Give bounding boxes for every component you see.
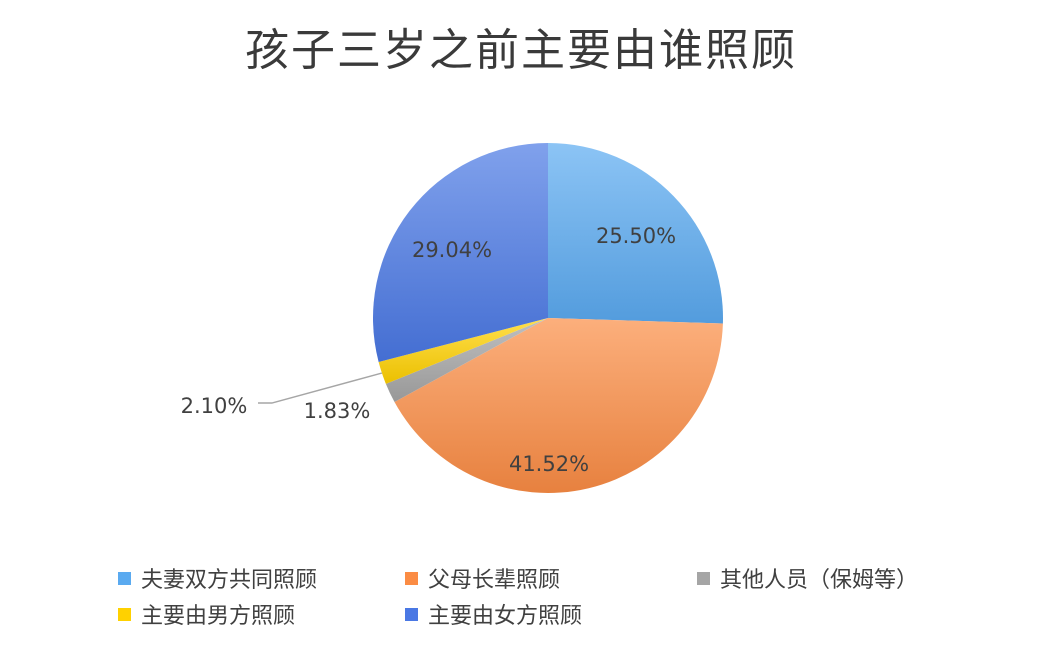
legend-label: 夫妻双方共同照顾 bbox=[141, 568, 318, 593]
data-label-1: 41.52% bbox=[509, 452, 589, 476]
legend-swatch bbox=[405, 571, 418, 585]
pie-slice-1 bbox=[394, 318, 723, 493]
pie-slice-2 bbox=[385, 318, 548, 403]
legend-item-0: 夫妻双方共同照顾 bbox=[118, 562, 405, 594]
legend: 夫妻双方共同照顾 父母长辈照顾 其他人员（保姆等） 主要由男方照顾 主要由女方照顾 bbox=[118, 560, 998, 632]
legend-item-3: 主要由男方照顾 bbox=[118, 598, 405, 630]
pie-slice-0 bbox=[548, 143, 724, 324]
legend-label: 父母长辈照顾 bbox=[428, 568, 561, 593]
legend-swatch bbox=[405, 607, 418, 621]
legend-swatch bbox=[118, 607, 131, 621]
data-label-3: 2.10% bbox=[181, 394, 248, 418]
legend-label: 主要由男方照顾 bbox=[141, 604, 296, 629]
legend-item-1: 父母长辈照顾 bbox=[405, 562, 697, 594]
legend-swatch bbox=[697, 571, 710, 585]
leader-line bbox=[258, 372, 383, 404]
pie-slice-3 bbox=[378, 318, 548, 384]
legend-swatch bbox=[118, 571, 131, 585]
legend-label: 主要由女方照顾 bbox=[428, 604, 583, 629]
data-label-4: 29.04% bbox=[412, 238, 492, 262]
data-label-0: 25.50% bbox=[596, 224, 676, 248]
legend-item-4: 主要由女方照顾 bbox=[405, 598, 697, 630]
pie-slice-4 bbox=[373, 143, 548, 362]
legend-item-2: 其他人员（保姆等） bbox=[697, 562, 987, 594]
pie-chart: 25.50% 41.52% 1.83% 2.10% 29.04% bbox=[181, 143, 724, 493]
legend-label: 其他人员（保姆等） bbox=[720, 568, 919, 593]
data-label-2: 1.83% bbox=[304, 399, 371, 423]
chart-title: 孩子三岁之前主要由谁照顾 bbox=[245, 25, 797, 76]
